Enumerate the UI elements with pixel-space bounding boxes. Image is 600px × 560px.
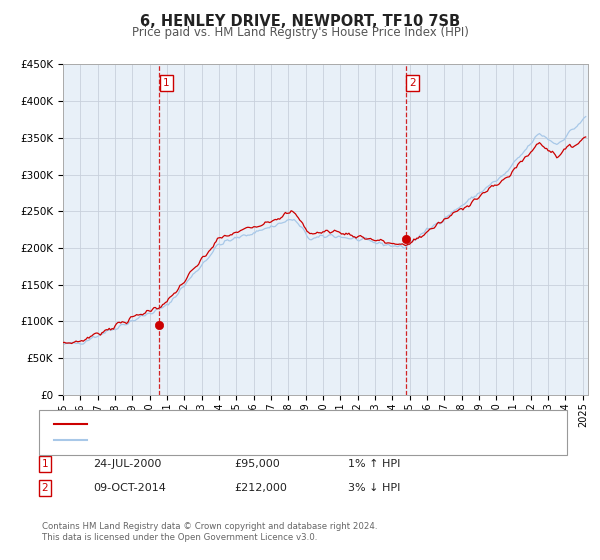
Text: 2: 2: [41, 483, 49, 493]
Text: 2: 2: [409, 78, 416, 88]
Text: Contains HM Land Registry data © Crown copyright and database right 2024.: Contains HM Land Registry data © Crown c…: [42, 522, 377, 531]
Text: 3% ↓ HPI: 3% ↓ HPI: [348, 483, 400, 493]
Text: 1% ↑ HPI: 1% ↑ HPI: [348, 459, 400, 469]
Text: 1: 1: [163, 78, 170, 88]
Text: 6, HENLEY DRIVE, NEWPORT, TF10 7SB (detached house): 6, HENLEY DRIVE, NEWPORT, TF10 7SB (deta…: [96, 419, 394, 429]
Text: £95,000: £95,000: [234, 459, 280, 469]
Text: 24-JUL-2000: 24-JUL-2000: [93, 459, 161, 469]
Text: 09-OCT-2014: 09-OCT-2014: [93, 483, 166, 493]
Text: 6, HENLEY DRIVE, NEWPORT, TF10 7SB: 6, HENLEY DRIVE, NEWPORT, TF10 7SB: [140, 14, 460, 29]
Text: 1: 1: [41, 459, 49, 469]
Text: This data is licensed under the Open Government Licence v3.0.: This data is licensed under the Open Gov…: [42, 533, 317, 542]
Text: HPI: Average price, detached house, Telford and Wrekin: HPI: Average price, detached house, Telf…: [96, 435, 386, 445]
Text: £212,000: £212,000: [234, 483, 287, 493]
Text: Price paid vs. HM Land Registry's House Price Index (HPI): Price paid vs. HM Land Registry's House …: [131, 26, 469, 39]
